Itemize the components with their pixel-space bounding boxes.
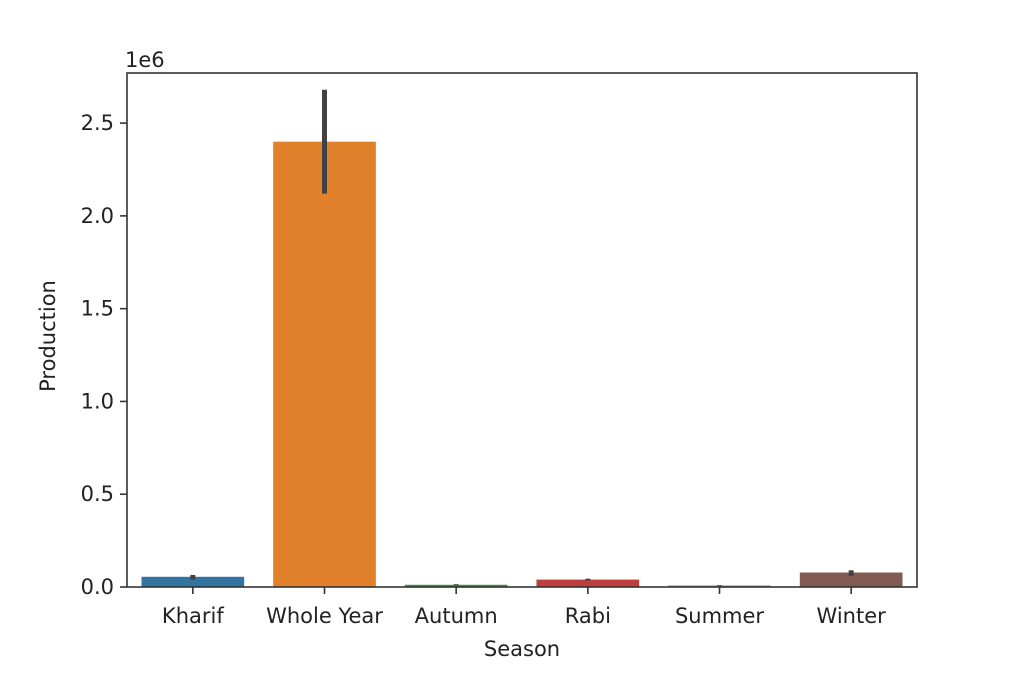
- bars-group: [141, 141, 903, 587]
- y-tick-label: 1.0: [81, 389, 114, 413]
- y-tick-label: 2.0: [81, 204, 114, 228]
- bar-autumn: [404, 584, 508, 587]
- bar-kharif: [141, 576, 245, 587]
- bar-whole-year: [273, 141, 376, 587]
- x-tick-label-autumn: Autumn: [415, 604, 498, 628]
- bar-rabi: [536, 579, 640, 587]
- plot-frame: [126, 72, 918, 588]
- y-tick-label: 0.0: [81, 575, 114, 599]
- error-bars-group: [190, 89, 854, 586]
- x-tick-label-whole-year: Whole Year: [266, 604, 383, 628]
- x-axis-ticks: Kharif Whole Year Autumn Rabi Summer Winter: [162, 587, 886, 628]
- x-tick-label-winter: Winter: [817, 604, 887, 628]
- y-tick-label: 2.5: [81, 111, 114, 135]
- y-axis-label: Production: [36, 280, 60, 392]
- x-tick-label-rabi: Rabi: [565, 604, 611, 628]
- y-tick-label: 1.5: [81, 297, 114, 321]
- y-offset-label: 1e6: [125, 48, 165, 72]
- y-tick-label: 0.5: [81, 482, 114, 506]
- y-axis-ticks: 0.0 0.5 1.0 1.5 2.0 2.5: [81, 111, 127, 599]
- x-tick-label-summer: Summer: [675, 604, 764, 628]
- bar-winter: [799, 572, 903, 587]
- x-axis-label: Season: [484, 637, 560, 661]
- x-tick-label-kharif: Kharif: [162, 604, 224, 628]
